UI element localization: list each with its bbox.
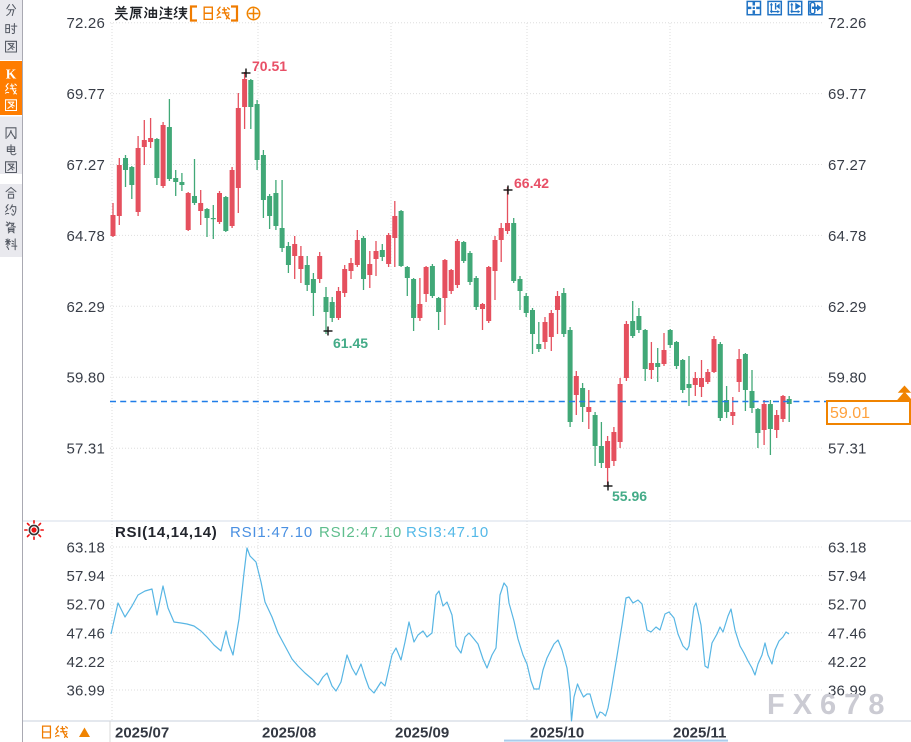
svg-text:63.18: 63.18 xyxy=(66,540,105,557)
svg-text:69.77: 69.77 xyxy=(66,86,105,103)
svg-text:61.45: 61.45 xyxy=(333,335,368,351)
svg-text:RSI3:47.10: RSI3:47.10 xyxy=(406,524,489,541)
svg-text:57.94: 57.94 xyxy=(66,568,105,585)
svg-text:K: K xyxy=(6,67,17,82)
svg-text:72.26: 72.26 xyxy=(828,15,867,32)
svg-text:57.94: 57.94 xyxy=(828,568,867,585)
svg-text:62.29: 62.29 xyxy=(828,299,867,316)
svg-text:2025/09: 2025/09 xyxy=(395,725,449,742)
svg-text:70.51: 70.51 xyxy=(252,58,287,74)
svg-text:RSI1:47.10: RSI1:47.10 xyxy=(230,524,313,541)
svg-text:RSI2:47.10: RSI2:47.10 xyxy=(319,524,402,541)
svg-text:59.01: 59.01 xyxy=(830,405,870,422)
svg-text:55.96: 55.96 xyxy=(612,488,647,504)
svg-text:59.80: 59.80 xyxy=(66,370,105,387)
svg-text:63.18: 63.18 xyxy=(828,540,867,557)
svg-text:67.27: 67.27 xyxy=(66,157,105,174)
svg-text:69.77: 69.77 xyxy=(828,86,867,103)
svg-text:2025/08: 2025/08 xyxy=(262,725,316,742)
svg-text:57.31: 57.31 xyxy=(66,441,105,458)
svg-text:67.27: 67.27 xyxy=(828,157,867,174)
svg-text:59.80: 59.80 xyxy=(828,370,867,387)
svg-text:RSI(14,14,14): RSI(14,14,14) xyxy=(115,524,217,541)
svg-text:64.78: 64.78 xyxy=(828,228,867,245)
svg-text:FX678: FX678 xyxy=(767,689,892,721)
svg-text:66.42: 66.42 xyxy=(514,175,549,191)
svg-text:47.46: 47.46 xyxy=(828,625,867,642)
svg-text:2025/07: 2025/07 xyxy=(115,725,169,742)
svg-text:64.78: 64.78 xyxy=(66,228,105,245)
svg-text:42.22: 42.22 xyxy=(66,654,105,671)
svg-text:47.46: 47.46 xyxy=(66,625,105,642)
svg-text:36.99: 36.99 xyxy=(66,683,105,700)
svg-text:62.29: 62.29 xyxy=(66,299,105,316)
svg-text:2025/10: 2025/10 xyxy=(530,725,584,742)
svg-text:72.26: 72.26 xyxy=(66,15,105,32)
svg-text:42.22: 42.22 xyxy=(828,654,867,671)
svg-text:2025/11: 2025/11 xyxy=(673,725,726,742)
svg-text:57.31: 57.31 xyxy=(828,441,867,458)
svg-text:52.70: 52.70 xyxy=(828,597,867,614)
svg-text:36.99: 36.99 xyxy=(828,683,867,700)
svg-text:52.70: 52.70 xyxy=(66,597,105,614)
